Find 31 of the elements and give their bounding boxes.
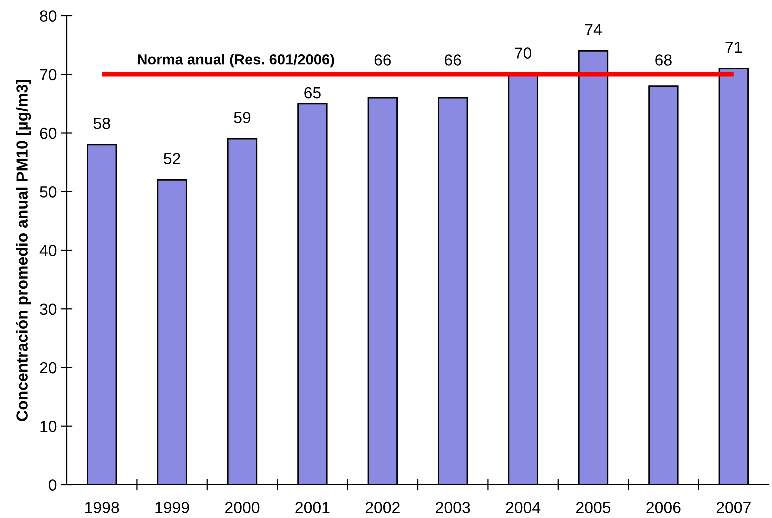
y-tick-label: 40 <box>40 245 57 256</box>
x-tick-label: 2007 <box>716 502 751 514</box>
data-label: 65 <box>304 87 321 99</box>
x-tick-label: 1999 <box>156 502 190 514</box>
data-label: 71 <box>726 42 742 53</box>
y-tick-label: 0 <box>49 480 57 491</box>
x-tick-label: 2002 <box>366 502 400 514</box>
data-label: 68 <box>656 54 672 66</box>
y-tick-label: 50 <box>40 186 57 198</box>
ref-line-label: Norma anual (Res. 601/2006) <box>138 54 334 68</box>
x-tick-label: 2005 <box>576 502 611 514</box>
data-label: 59 <box>234 112 251 124</box>
y-tick-label: 10 <box>40 421 57 432</box>
y-tick-label: 80 <box>40 10 57 22</box>
data-label: 52 <box>164 153 180 164</box>
y-tick-label: 30 <box>40 304 57 316</box>
x-tick-label: 2001 <box>296 502 330 514</box>
data-label: 70 <box>515 48 532 59</box>
x-tick-label: 2006 <box>646 502 681 514</box>
x-tick-label: 2004 <box>506 502 541 514</box>
x-tick-label: 2000 <box>226 502 260 514</box>
y-tick-label: 70 <box>40 69 57 81</box>
x-tick-label: 2003 <box>436 502 470 514</box>
x-tick-label: 1998 <box>86 502 120 514</box>
y-axis-title: Concentración promedio anual PM10 [µg/m3] <box>16 80 32 422</box>
y-tick-label: 60 <box>40 128 57 140</box>
data-label: 66 <box>445 54 462 66</box>
data-label: 58 <box>94 118 110 130</box>
y-tick-label: 20 <box>40 362 57 374</box>
data-label: 74 <box>585 24 602 36</box>
data-label: 66 <box>374 54 392 66</box>
